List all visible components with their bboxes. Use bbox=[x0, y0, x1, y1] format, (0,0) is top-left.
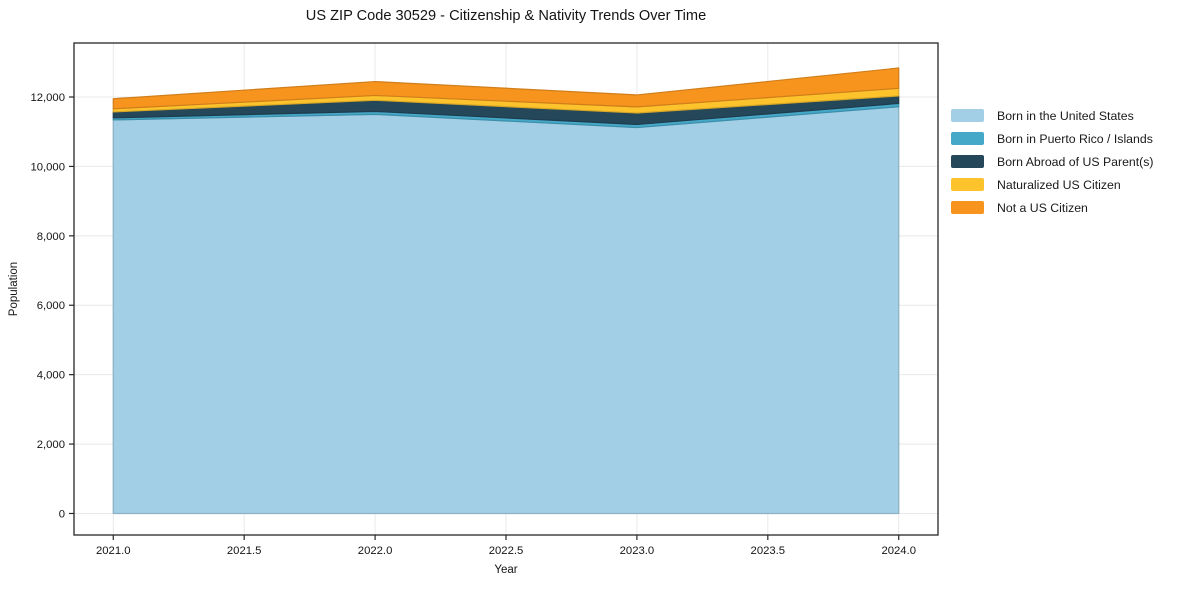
x-tick-label: 2023.5 bbox=[751, 545, 786, 557]
y-tick-label: 4,000 bbox=[37, 370, 65, 382]
legend-swatch bbox=[951, 178, 984, 191]
y-axis-label: Population bbox=[8, 261, 20, 317]
legend: Born in the United States Born in Puerto … bbox=[951, 104, 1154, 219]
legend-label: Naturalized US Citizen bbox=[997, 177, 1121, 192]
legend-item-born-in-puerto-rico-islands: Born in Puerto Rico / Islands bbox=[951, 127, 1154, 150]
legend-swatch bbox=[951, 109, 984, 122]
area-not-a-us-citizen bbox=[112, 67, 900, 110]
legend-item-not-a-us-citizen: Not a US Citizen bbox=[951, 196, 1154, 219]
legend-item-born-abroad-of-us-parent-s: Born Abroad of US Parent(s) bbox=[951, 150, 1154, 173]
x-tick-label: 2021.0 bbox=[96, 545, 131, 557]
x-tick-label: 2023.0 bbox=[620, 545, 655, 557]
y-tick-label: 12,000 bbox=[30, 92, 65, 104]
y-tick-label: 6,000 bbox=[37, 300, 65, 312]
y-tick-label: 2,000 bbox=[37, 439, 65, 451]
area-born-in-the-united-states bbox=[112, 106, 900, 515]
x-tick-label: 2024.0 bbox=[881, 545, 916, 557]
legend-label: Born in the United States bbox=[997, 108, 1134, 123]
legend-label: Born Abroad of US Parent(s) bbox=[997, 154, 1154, 169]
legend-label: Born in Puerto Rico / Islands bbox=[997, 131, 1153, 146]
chart-title: US ZIP Code 30529 - Citizenship & Nativi… bbox=[305, 8, 707, 24]
legend-label: Not a US Citizen bbox=[997, 200, 1088, 215]
y-tick-label: 10,000 bbox=[30, 161, 65, 173]
x-tick-label: 2022.5 bbox=[489, 545, 524, 557]
legend-item-born-in-the-united-states: Born in the United States bbox=[951, 104, 1154, 127]
y-tick-label: 8,000 bbox=[37, 231, 65, 243]
legend-swatch bbox=[951, 155, 984, 168]
y-tick-label: 0 bbox=[59, 508, 65, 520]
x-axis-label: Year bbox=[494, 564, 518, 576]
legend-swatch bbox=[951, 132, 984, 145]
legend-swatch bbox=[951, 201, 984, 214]
x-tick-label: 2021.5 bbox=[227, 545, 262, 557]
legend-item-naturalized-us-citizen: Naturalized US Citizen bbox=[951, 173, 1154, 196]
x-tick-label: 2022.0 bbox=[358, 545, 393, 557]
